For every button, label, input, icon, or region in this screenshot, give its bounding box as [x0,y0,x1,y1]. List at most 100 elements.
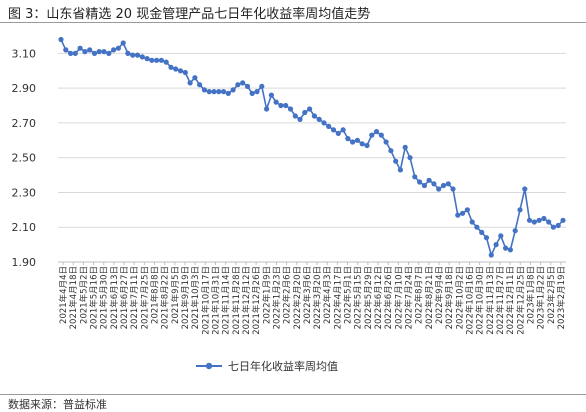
x-tick-label: 2021年8月8日 [150,266,161,324]
data-point [378,132,384,138]
x-tick-label: 2023年2月19日 [556,266,567,329]
data-point [139,54,145,60]
data-point [550,224,557,230]
x-tick-label: 2021年6月13日 [109,266,120,329]
data-point [259,83,265,89]
x-tick-label: 2022年4月3日 [322,266,333,324]
data-point [450,186,456,192]
data-point [555,222,561,229]
data-point [541,215,547,222]
data-point [82,49,88,55]
data-point [273,99,279,105]
x-tick-label: 2022年1月23日 [271,266,282,329]
x-tick-label: 2022年5月29日 [363,266,374,329]
top-rule [0,22,586,23]
data-point [192,75,198,81]
x-tick-label: 2022年10月2日 [454,266,465,329]
data-point [455,212,461,218]
data-point [130,52,136,58]
data-point [221,89,227,95]
y-tick-label: 2.90 [12,82,37,95]
data-point [149,57,155,63]
x-tick-label: 2021年11月28日 [231,266,242,335]
x-tick-label: 2021年9月19日 [180,266,191,329]
data-point [287,106,294,112]
data-point [440,182,447,189]
x-tick-label: 2022年7月24日 [404,266,415,329]
data-point [158,57,164,63]
data-point [91,50,98,56]
data-point [383,139,389,145]
data-point [436,186,442,192]
data-point [182,69,188,76]
x-tick-label: 2022年9月18日 [444,266,455,329]
y-tick-label: 2.70 [12,117,37,130]
data-point [388,148,394,154]
data-point [230,87,236,93]
x-tick-label: 2021年12月12日 [241,266,252,335]
y-tick-label: 2.30 [12,186,37,199]
data-point [488,252,494,258]
y-tick-label: 3.10 [12,47,37,60]
x-tick-label: 2022年5月15日 [353,266,364,329]
x-tick-label: 2021年5月30日 [99,266,110,329]
x-tick-label: 2022年3月20日 [312,266,323,329]
data-point [498,233,504,239]
data-point [58,36,64,43]
x-tick-label: 2022年4月17日 [332,266,343,329]
data-point [445,181,451,187]
gridlines [58,52,566,228]
data-point [120,40,126,46]
data-point [503,245,509,251]
data-point [421,182,427,189]
chart-title: 图 3：山东省精选 20 现金管理产品七日年化收益率周均值走势 [8,7,371,22]
data-point [187,80,193,86]
data-point [474,224,480,230]
data-point [72,50,78,56]
x-tick-label: 2021年10月17日 [200,266,211,335]
data-point [402,144,408,150]
data-point [297,116,303,122]
data-point [340,127,346,133]
data-source-note: 数据来源：普益标准 [8,398,107,411]
data-point [307,106,313,112]
x-tick-label: 2021年5月2日 [78,266,89,324]
data-point [522,186,528,192]
x-tick-label: 2023年1月8日 [525,266,536,324]
y-tick-label: 2.10 [12,221,37,234]
data-point [493,242,499,248]
x-tick-label: 2021年10月31日 [211,266,222,335]
x-tick-label: 2021年12月26日 [251,266,262,335]
data-point [264,106,270,112]
data-point [364,142,370,149]
x-tick-label: 2023年1月22日 [536,266,547,329]
x-tick-label: 2022年8月21日 [424,266,435,329]
data-point [311,113,317,119]
data-point [546,219,552,225]
series-line [60,39,564,256]
x-tick-label: 2022年11月13日 [485,266,496,335]
data-point [268,92,274,98]
data-point [483,235,490,241]
data-point [292,113,298,119]
data-point [144,56,150,62]
x-tick-label: 2022年2月6日 [282,266,293,324]
data-point [163,59,169,65]
x-tick-label: 2022年12月25日 [515,266,526,335]
x-tick-label: 2021年10月3日 [190,266,201,329]
x-tick-label: 2022年7月10日 [393,266,404,329]
data-point [407,155,413,161]
data-point [68,50,74,56]
y-axis-tick-labels: 1.90 2.10 2.30 2.50 2.70 2.90 3.10 [12,47,37,269]
data-point [254,89,260,95]
series-group [58,36,566,258]
data-point [63,47,69,53]
x-tick-label: 2021年9月5日 [170,266,181,324]
data-point [201,87,207,93]
data-point [249,90,255,96]
data-point [526,217,533,223]
x-tick-label: 2022年12月11日 [505,266,516,335]
data-point [345,136,351,142]
data-point [316,116,322,122]
x-tick-label: 2021年4月18日 [68,266,79,329]
